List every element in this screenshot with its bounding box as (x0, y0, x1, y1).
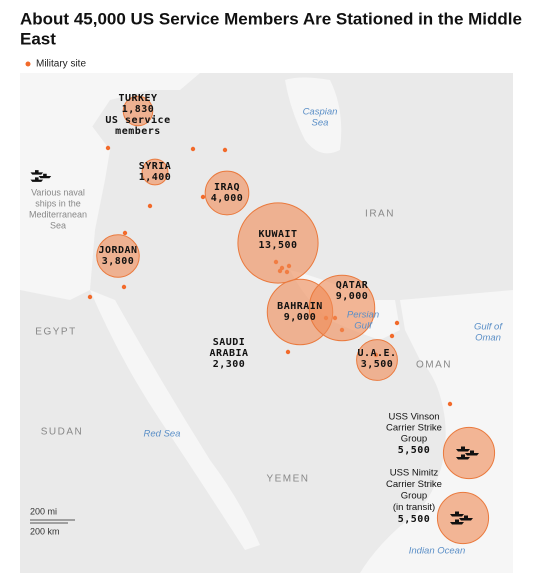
naval-note: Sea (50, 220, 66, 230)
military-site (87, 294, 93, 300)
title-line: About 45,000 US Service Members Are Stat… (20, 9, 522, 28)
title-line: East (20, 29, 56, 48)
troop-count: 3,800 (102, 256, 135, 267)
location-name: SYRIA (139, 161, 172, 172)
country-label: SUDAN (41, 427, 84, 438)
location-note: members (115, 126, 161, 137)
location-name: Group (401, 434, 427, 445)
troop-bubble (96, 234, 140, 278)
location-name: JORDAN (98, 245, 137, 256)
ship-icon (465, 450, 479, 456)
naval-note: ships in the (35, 198, 81, 208)
water-label: Persian (347, 310, 379, 321)
location-note: US service (105, 114, 170, 126)
water-label: Gulf of (474, 322, 503, 333)
water-label: Red Sea (144, 429, 181, 440)
water-label: Oman (475, 333, 501, 344)
ship-icon (450, 511, 464, 517)
location-name: Carrier Strike (386, 479, 442, 490)
military-site (285, 349, 291, 355)
military-site (190, 146, 196, 152)
ship-icon (459, 515, 473, 521)
legend-dot (25, 61, 31, 67)
country-label: OMAN (416, 360, 452, 371)
location-name: QATAR (336, 280, 369, 291)
ship-icon (456, 446, 470, 452)
troop-count: 4,000 (211, 193, 244, 204)
bubbles (96, 95, 496, 545)
military-site (389, 333, 395, 339)
ship-icon (456, 454, 470, 460)
location-name: BAHRAIN (277, 301, 323, 312)
ship-icon (30, 177, 44, 182)
water-label: Indian Ocean (409, 546, 466, 557)
country-label: YEMEN (266, 474, 309, 485)
troop-count: 9,000 (284, 312, 317, 323)
troop-bubble (237, 202, 319, 284)
location-name: Carrier Strike (386, 423, 442, 434)
troop-count: 2,300 (213, 359, 246, 370)
country-label: IRAN (365, 209, 395, 220)
location-name: KUWAIT (258, 229, 297, 240)
military-site (105, 145, 111, 151)
location-name: USS Vinson (388, 412, 439, 423)
black-sea (20, 73, 200, 130)
military-site (200, 194, 206, 200)
location-name: IRAQ (214, 182, 240, 193)
ship-icon (38, 173, 52, 179)
troop-bubble (308, 274, 376, 342)
location-name: USS Nimitz (390, 468, 439, 479)
military-site (222, 147, 228, 153)
troop-bubble (204, 170, 250, 216)
water-label: Gulf (354, 321, 373, 332)
troop-count: 9,000 (336, 291, 369, 302)
basemap (20, 73, 513, 573)
troop-bubble (122, 95, 154, 127)
troop-count: 3,500 (361, 359, 394, 370)
troop-count: 5,500 (398, 514, 431, 525)
legend-label: Military site (36, 59, 86, 70)
military-site (147, 203, 153, 209)
caspian (285, 77, 342, 154)
naval-note: Various naval (31, 187, 85, 197)
troop-bubble (141, 158, 169, 186)
military-site (121, 284, 127, 290)
water-label: Caspian (303, 107, 338, 118)
ship-icon (450, 519, 464, 525)
country-label: EGYPT (35, 327, 76, 338)
location-name: (in transit) (393, 502, 435, 513)
troop-count: 1,830 (122, 104, 155, 115)
red-sea (90, 290, 260, 550)
troop-count: 1,400 (139, 172, 172, 183)
water-label: Sea (312, 118, 329, 129)
location-name: SAUDI (213, 337, 246, 348)
location-name: U.A.E. (357, 348, 396, 359)
mediterranean (20, 73, 110, 300)
location-name: ARABIA (209, 348, 248, 359)
location-name: TURKEY (118, 93, 157, 104)
military-site (122, 230, 128, 236)
troop-count: 5,500 (398, 445, 431, 456)
ship-icon (30, 170, 44, 175)
scale-label: 200 km (30, 526, 60, 536)
troop-count: 13,500 (258, 240, 297, 251)
military-site (447, 401, 453, 407)
location-name: Group (401, 491, 427, 502)
scale-label: 200 mi (30, 506, 57, 516)
naval-note: Mediterranean (29, 209, 87, 219)
military-site (394, 320, 400, 326)
troop-bubble (356, 339, 398, 381)
